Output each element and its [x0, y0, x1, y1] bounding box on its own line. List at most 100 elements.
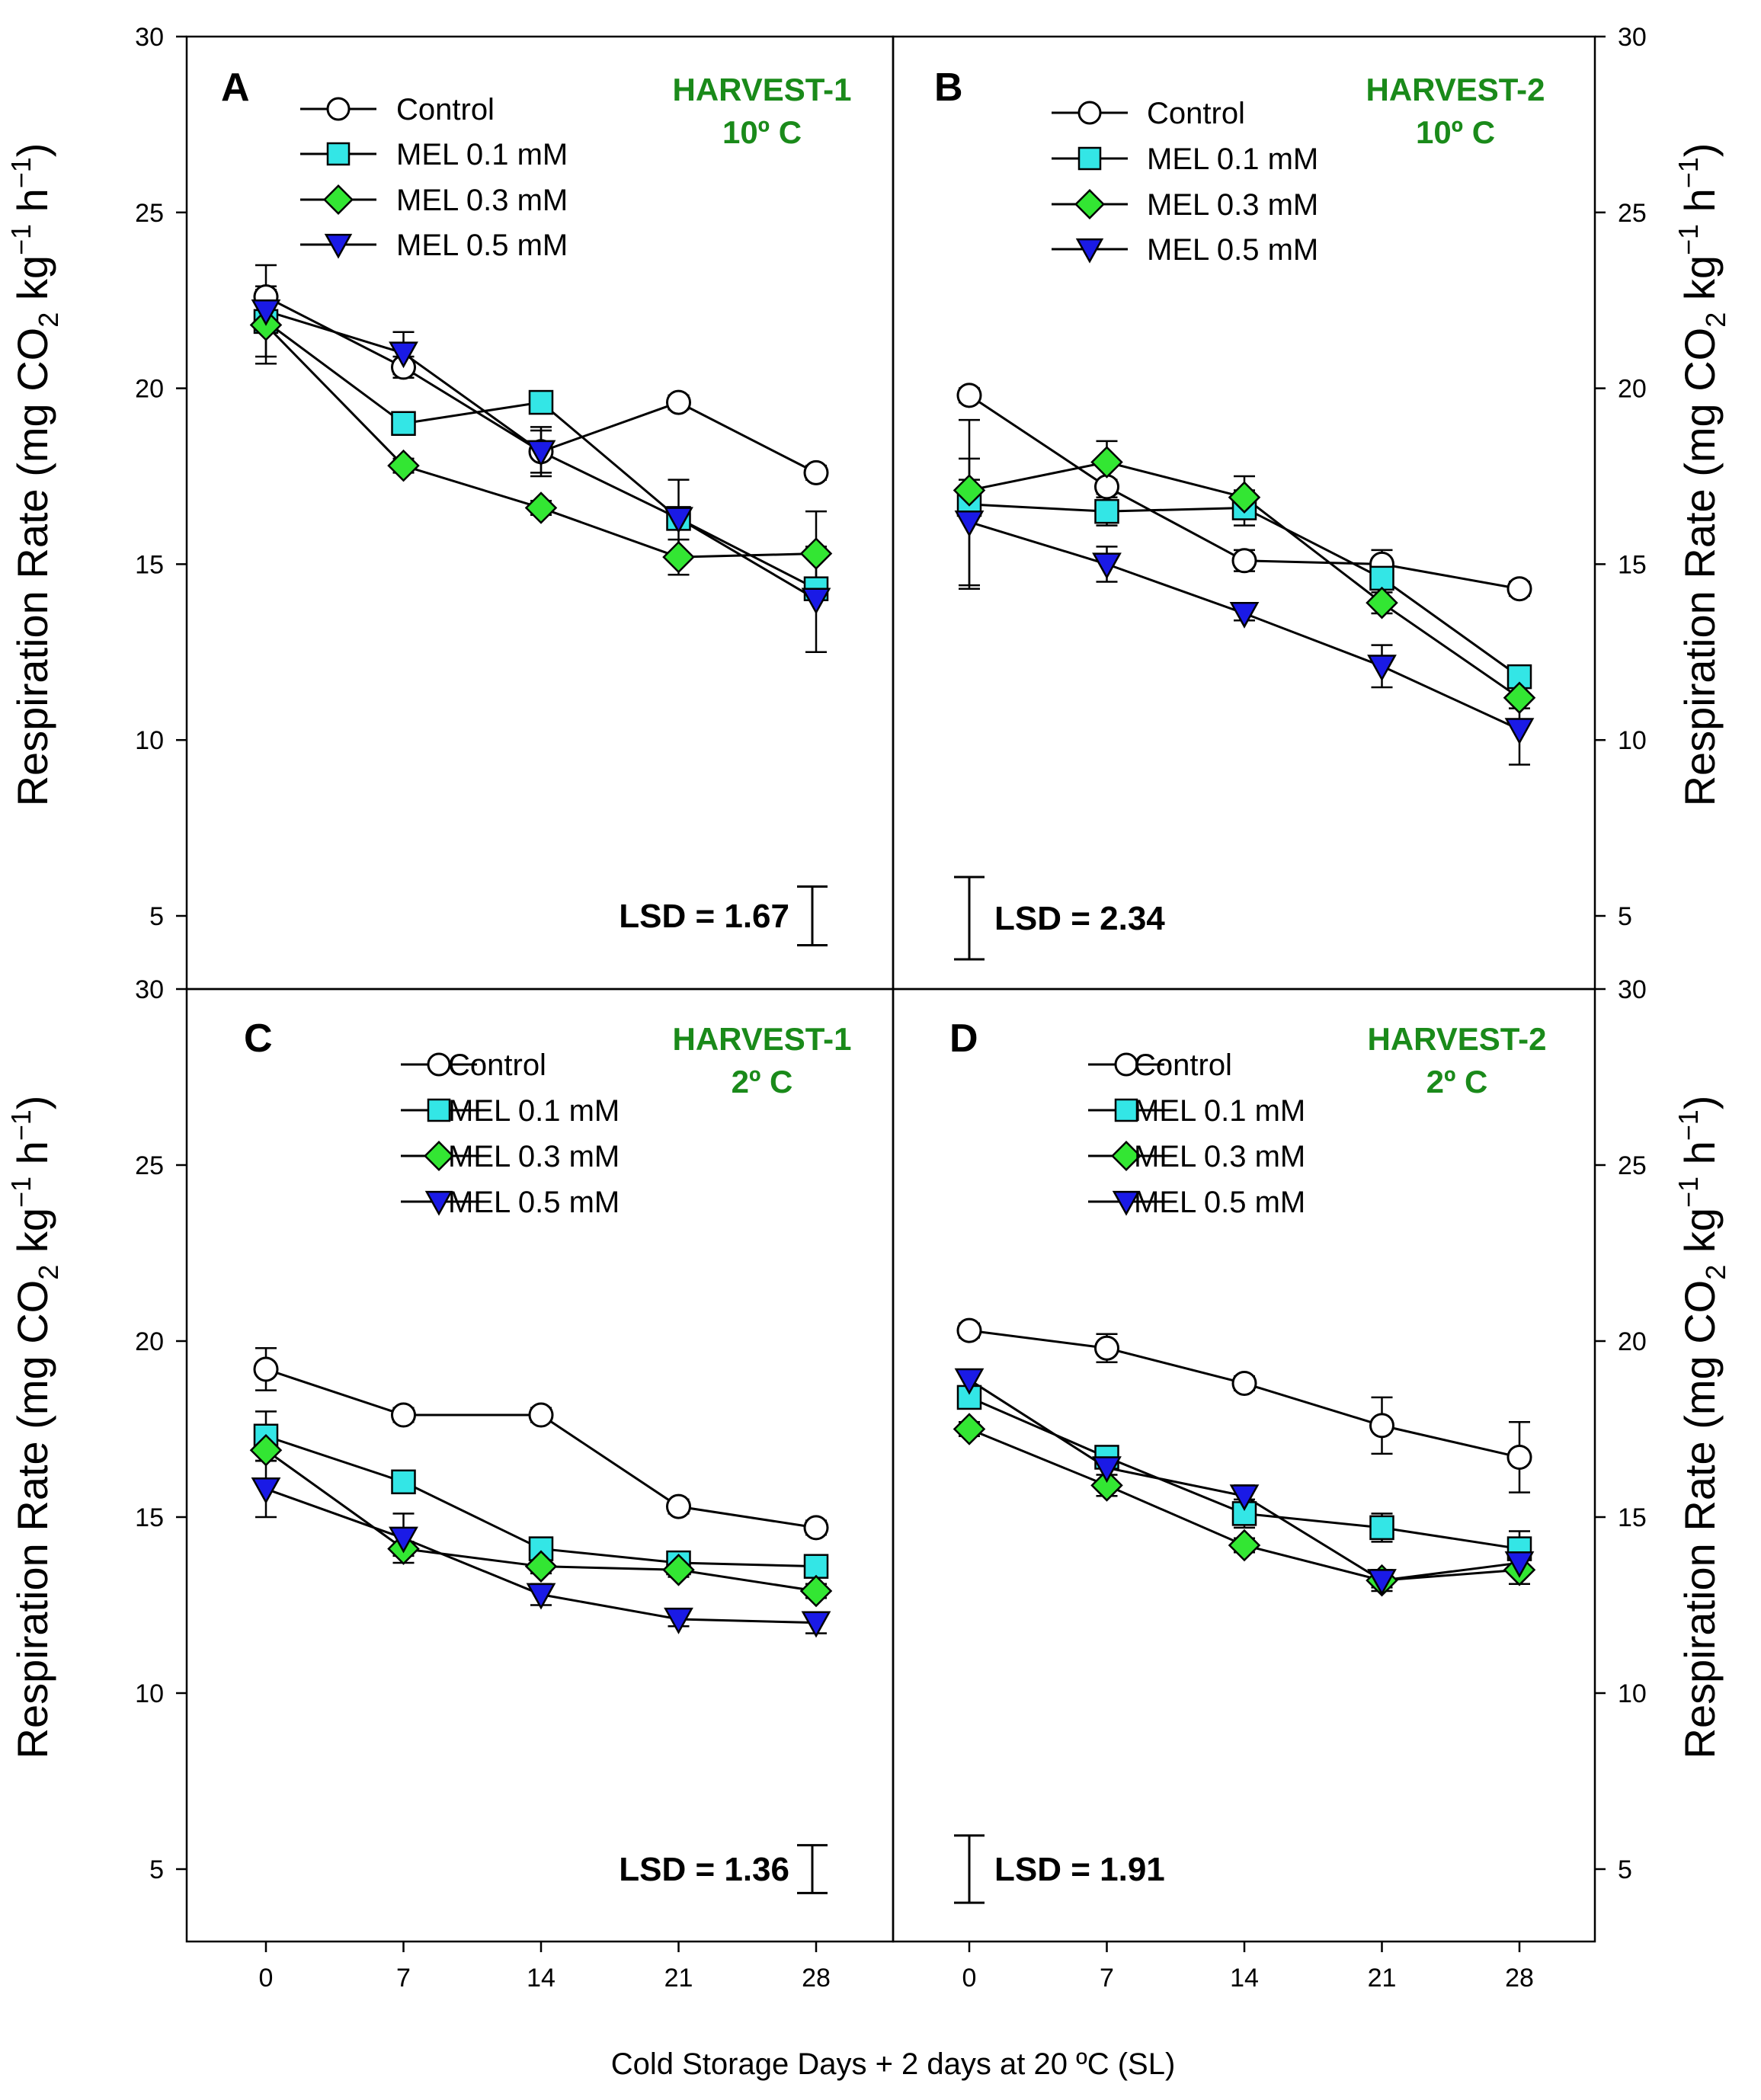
- triangle-down-marker-icon: [1075, 238, 1104, 264]
- harvest-label: HARVEST-1: [673, 72, 852, 107]
- y-axis-title-part: 2: [1700, 312, 1731, 328]
- diamond-marker-icon: [323, 184, 354, 215]
- y-axis-title-part: −1: [5, 224, 37, 255]
- y-axis-title-part: ): [8, 143, 56, 158]
- x-tick-label: 0: [962, 1964, 977, 1993]
- legend-entry-mel03: MEL 0.3 mM: [401, 1140, 620, 1173]
- x-tick-label: 28: [1505, 1964, 1534, 1993]
- data-point: [1366, 586, 1398, 619]
- data-point: [1504, 718, 1535, 745]
- harvest-label: HARVEST-2: [1366, 72, 1545, 107]
- markers-control: [253, 1356, 829, 1541]
- y-tick-label: 10: [1618, 1679, 1647, 1708]
- legend-entry-mel03: MEL 0.3 mM: [1052, 188, 1318, 222]
- square-marker-icon: [427, 1098, 451, 1122]
- data-point: [664, 507, 693, 534]
- y-axis-title-part: −1: [1673, 224, 1704, 255]
- y-axis-title-part: Respiration Rate (mg CO: [8, 1280, 56, 1759]
- diamond-marker-icon: [1074, 189, 1105, 219]
- data-point: [954, 510, 985, 537]
- y-axis-title-part: −1: [5, 1109, 37, 1141]
- y-tick-label: 15: [1618, 1503, 1647, 1532]
- lsd-label: LSD = 1.36: [619, 1851, 789, 1888]
- data-point: [1094, 474, 1119, 500]
- legend-label: MEL 0.5 mM: [396, 229, 568, 262]
- panel-letter: A: [221, 66, 250, 110]
- markers-mel05: [954, 1368, 1535, 1596]
- y-axis-title-part: h: [8, 188, 56, 224]
- data-point: [1229, 1484, 1260, 1512]
- legend-entry-mel05: MEL 0.5 mM: [1052, 233, 1318, 267]
- data-point: [1092, 552, 1122, 580]
- data-point: [799, 1574, 833, 1608]
- legend-label: MEL 0.1 mM: [1134, 1094, 1305, 1128]
- data-point: [1504, 1551, 1535, 1578]
- legend-entry-control: Control: [401, 1048, 546, 1082]
- data-point: [664, 1607, 693, 1634]
- data-point: [953, 474, 986, 507]
- x-tick-label: 7: [396, 1964, 411, 1993]
- data-point: [1367, 1569, 1397, 1596]
- y-tick-label: 25: [1618, 1151, 1647, 1180]
- legend-label: MEL 0.5 mM: [448, 1186, 620, 1219]
- legend-label: MEL 0.1 mM: [1147, 142, 1318, 176]
- circle-marker-icon: [427, 1052, 451, 1077]
- markers-mel05: [251, 1477, 831, 1638]
- y-axis-title-part: kg: [8, 1208, 56, 1265]
- data-point: [391, 1469, 416, 1495]
- y-tick-label: 30: [135, 975, 164, 1004]
- data-point: [662, 540, 695, 574]
- panel-b: 5 10 15 20 25 30 B HARVEST-2 10º C Control MEL 0.1…: [892, 23, 1647, 991]
- data-point: [389, 341, 418, 369]
- temperature-label: 2º C: [732, 1064, 793, 1100]
- legend-label: Control: [396, 93, 495, 126]
- y-tick-label: 20: [135, 375, 164, 404]
- y-axis-title-part: −1: [1673, 157, 1704, 188]
- y-tick-label: 25: [135, 199, 164, 228]
- markers-mel05: [251, 299, 831, 615]
- panel-letter: D: [949, 1016, 978, 1061]
- square-marker-icon: [1114, 1098, 1138, 1122]
- legend-label: MEL 0.3 mM: [396, 184, 568, 217]
- y-axis-title-right: Respiration Rate (mg CO2 kg−1 h−1): [1673, 1096, 1731, 1759]
- y-tick-label: 25: [135, 1151, 164, 1180]
- lsd-indicator: LSD = 2.34: [954, 876, 1165, 961]
- data-point: [662, 1554, 695, 1586]
- legend-entry-mel05: MEL 0.5 mM: [401, 1186, 620, 1219]
- markers-mel03: [249, 1433, 833, 1608]
- y-tick-label: 5: [1618, 1855, 1632, 1884]
- y-tick-label: 15: [135, 550, 164, 579]
- y-tick-label: 10: [135, 726, 164, 755]
- lsd-indicator: LSD = 1.67: [619, 885, 828, 947]
- y-axis-title-part: −1: [5, 1176, 37, 1208]
- data-point: [249, 1433, 283, 1467]
- legend-entry-mel03: MEL 0.3 mM: [1088, 1140, 1305, 1173]
- data-point: [956, 1317, 982, 1343]
- data-point: [1231, 548, 1257, 574]
- lsd-label: LSD = 1.91: [994, 1851, 1165, 1888]
- legend-label: Control: [1134, 1048, 1232, 1082]
- lsd-indicator: LSD = 1.36: [619, 1844, 828, 1894]
- x-tick-label: 21: [1368, 1964, 1397, 1993]
- legend-label: MEL 0.3 mM: [448, 1140, 620, 1173]
- data-point: [391, 411, 416, 437]
- x-axis-title: Cold Storage Days + 2 days at 20 ºC (SL): [611, 2047, 1176, 2081]
- markers-mel03: [953, 446, 1536, 715]
- y-axis-title-part: 2: [1700, 1265, 1731, 1280]
- y-tick-label: 30: [1618, 23, 1647, 52]
- y-tick-label: 10: [1618, 726, 1647, 755]
- data-point: [1228, 1529, 1261, 1562]
- circle-marker-icon: [1114, 1052, 1138, 1077]
- panel-letter: B: [934, 66, 963, 110]
- square-marker-icon: [1077, 146, 1102, 171]
- data-point: [803, 1515, 829, 1541]
- data-point: [389, 1526, 418, 1554]
- data-point: [253, 1356, 279, 1382]
- panel-letter: C: [244, 1016, 273, 1061]
- y-tick-label: 30: [1618, 975, 1647, 1004]
- y-tick-label: 5: [1618, 902, 1632, 931]
- legend-entry-mel01: MEL 0.1 mM: [300, 138, 568, 171]
- y-tick-label: 20: [135, 1327, 164, 1356]
- y-axis-title-part: Respiration Rate (mg CO: [8, 328, 56, 807]
